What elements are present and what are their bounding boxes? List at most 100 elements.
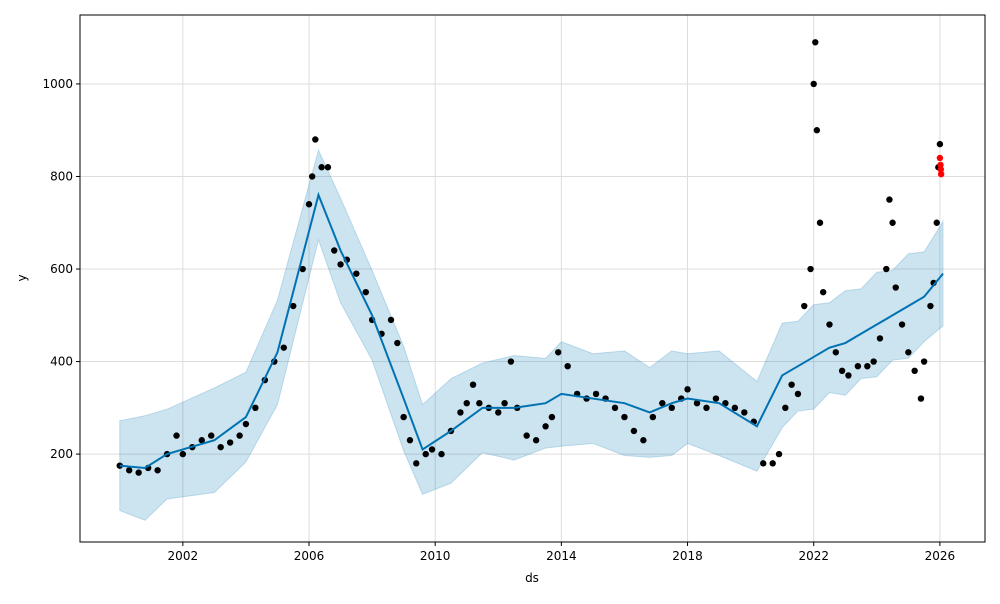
observed-point bbox=[870, 358, 877, 365]
observed-point bbox=[611, 404, 619, 412]
observed-point bbox=[905, 349, 912, 356]
observed-point bbox=[116, 462, 123, 469]
observed-point bbox=[703, 404, 710, 412]
observed-point bbox=[362, 288, 369, 296]
observed-point bbox=[810, 80, 817, 88]
observed-point bbox=[280, 344, 287, 351]
observed-point bbox=[236, 432, 243, 439]
x-tick-label: 2014 bbox=[546, 549, 577, 563]
future-observed-point bbox=[937, 170, 945, 178]
observed-point bbox=[312, 136, 319, 143]
observed-point bbox=[911, 367, 918, 375]
observed-point bbox=[532, 437, 540, 444]
observed-point bbox=[819, 288, 827, 296]
observed-point bbox=[812, 39, 819, 46]
observed-point bbox=[892, 284, 899, 291]
observed-point bbox=[845, 372, 852, 379]
observed-point bbox=[135, 469, 142, 476]
observed-point bbox=[807, 265, 814, 273]
future-observed-point bbox=[937, 166, 945, 173]
observed-point bbox=[668, 404, 675, 412]
future-observed-point bbox=[936, 154, 944, 162]
y-tick-label: 200 bbox=[50, 447, 73, 461]
observed-point bbox=[428, 446, 436, 453]
observed-point bbox=[226, 439, 234, 446]
observed-point bbox=[889, 219, 896, 226]
observed-point bbox=[630, 427, 638, 435]
observed-point bbox=[826, 321, 833, 328]
observed-point bbox=[179, 450, 187, 458]
uncertainty-interval bbox=[119, 148, 944, 521]
observed-point bbox=[507, 358, 515, 365]
observed-point bbox=[305, 201, 313, 208]
y-tick-label: 1000 bbox=[42, 77, 73, 91]
observed-point bbox=[555, 349, 562, 356]
observed-point bbox=[501, 399, 508, 407]
plot-frame bbox=[79, 14, 986, 543]
observed-point bbox=[876, 335, 884, 342]
observed-point bbox=[864, 362, 871, 370]
observed-point bbox=[126, 467, 133, 474]
observed-point bbox=[693, 399, 701, 407]
observed-point bbox=[457, 409, 464, 416]
x-tick-label: 2006 bbox=[294, 549, 325, 563]
y-axis-label: y bbox=[15, 274, 29, 281]
observed-point bbox=[523, 432, 530, 439]
observed-point bbox=[394, 339, 401, 347]
observed-point bbox=[741, 409, 748, 416]
observed-point bbox=[920, 358, 928, 365]
observed-point bbox=[217, 443, 224, 451]
observed-point bbox=[469, 381, 477, 388]
x-tick-label: 2022 bbox=[798, 549, 829, 563]
observed-point bbox=[198, 437, 205, 444]
x-axis-label: ds bbox=[525, 571, 539, 585]
observed-point bbox=[542, 423, 549, 430]
observed-point bbox=[621, 413, 628, 421]
observed-point bbox=[816, 219, 824, 226]
observed-point bbox=[495, 409, 502, 416]
y-tick-label: 600 bbox=[50, 262, 73, 276]
observed-point bbox=[548, 413, 556, 421]
observed-point bbox=[400, 413, 407, 421]
observed-point bbox=[801, 302, 808, 310]
x-tick-label: 2010 bbox=[420, 549, 451, 563]
future-observed-points bbox=[936, 154, 945, 178]
observed-point bbox=[463, 399, 470, 407]
observed-point bbox=[318, 164, 325, 171]
observed-point bbox=[649, 413, 657, 421]
observed-point bbox=[299, 265, 306, 273]
observed-point bbox=[712, 395, 720, 402]
grid bbox=[80, 15, 985, 542]
observed-point bbox=[337, 261, 344, 268]
observed-point bbox=[917, 395, 925, 402]
observed-point bbox=[290, 302, 297, 310]
observed-point bbox=[564, 362, 571, 370]
observed-point bbox=[898, 321, 906, 328]
observed-point bbox=[154, 467, 161, 474]
observed-point bbox=[760, 460, 767, 467]
x-tick-label: 2018 bbox=[672, 549, 703, 563]
observed-point bbox=[933, 219, 940, 226]
observed-point bbox=[640, 437, 647, 444]
observed-point bbox=[854, 362, 862, 370]
observed-point bbox=[422, 450, 429, 458]
observed-point bbox=[387, 316, 395, 324]
observed-points bbox=[116, 39, 944, 476]
observed-point bbox=[684, 386, 691, 393]
axis-ticks: 2002 2006 2010 2014 2018 2022 2026 200 400 600 800… bbox=[42, 77, 955, 563]
x-tick-label: 2026 bbox=[925, 549, 956, 563]
observed-point bbox=[782, 404, 789, 412]
observed-point bbox=[775, 450, 783, 458]
observed-point bbox=[769, 460, 776, 467]
future-observed-point bbox=[937, 161, 944, 169]
observed-point bbox=[252, 404, 259, 412]
observed-point bbox=[331, 247, 338, 254]
observed-point bbox=[838, 367, 846, 375]
observed-point bbox=[242, 420, 250, 428]
observed-point bbox=[832, 349, 839, 356]
observed-point bbox=[722, 399, 729, 407]
observed-point bbox=[413, 460, 420, 467]
observed-point bbox=[886, 196, 893, 203]
observed-point bbox=[883, 265, 890, 273]
